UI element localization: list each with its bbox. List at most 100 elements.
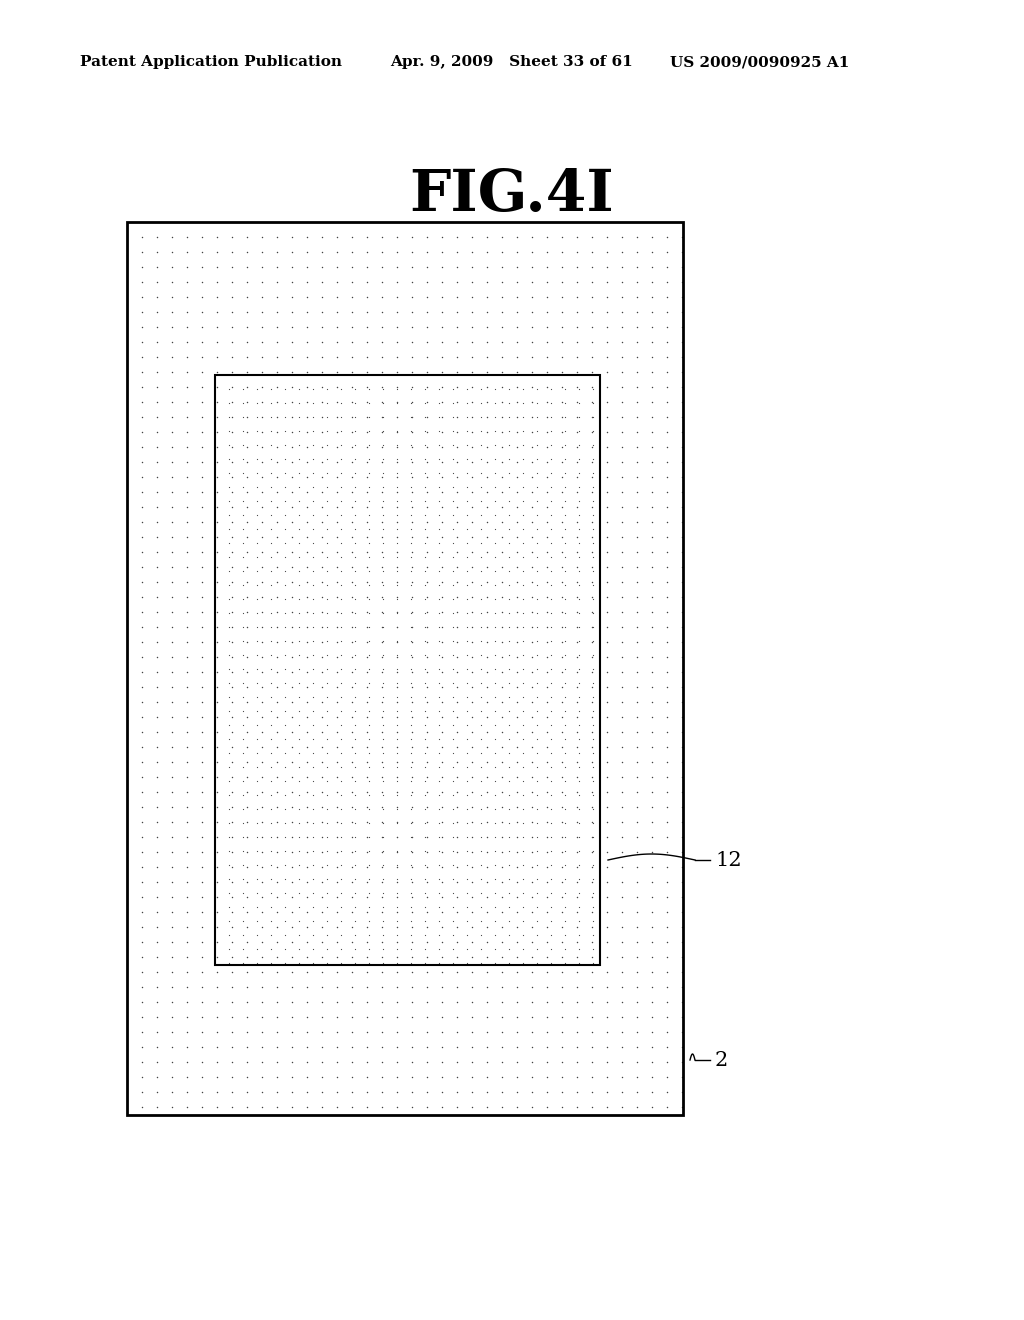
Point — [276, 869, 293, 890]
Point — [374, 421, 390, 442]
Point — [444, 462, 461, 483]
Point — [299, 887, 315, 908]
Point — [674, 1006, 690, 1027]
Point — [239, 301, 255, 322]
Point — [134, 796, 151, 817]
Point — [239, 1022, 255, 1043]
Point — [291, 631, 307, 652]
Point — [459, 784, 475, 805]
Point — [509, 272, 525, 293]
Point — [360, 729, 377, 750]
Point — [674, 301, 690, 322]
Point — [473, 449, 489, 470]
Point — [329, 887, 345, 908]
Point — [134, 572, 151, 593]
Point — [374, 227, 390, 248]
Point — [584, 916, 600, 937]
Point — [389, 482, 406, 503]
Point — [318, 896, 335, 917]
Point — [148, 796, 165, 817]
Point — [568, 286, 585, 308]
Point — [570, 911, 587, 932]
Point — [224, 527, 241, 548]
Point — [584, 511, 600, 532]
Point — [486, 561, 503, 582]
Point — [568, 692, 585, 713]
Point — [599, 541, 615, 562]
Point — [554, 1097, 570, 1118]
Point — [473, 561, 489, 582]
Point — [148, 1052, 165, 1073]
Point — [539, 661, 555, 682]
Point — [344, 722, 360, 743]
Point — [539, 841, 555, 862]
Point — [358, 392, 375, 413]
Point — [344, 541, 360, 562]
Point — [486, 953, 503, 974]
Point — [486, 756, 503, 777]
Point — [234, 546, 251, 568]
Point — [543, 686, 559, 708]
Point — [494, 392, 510, 413]
Point — [134, 317, 151, 338]
Point — [539, 1052, 555, 1073]
Point — [375, 659, 391, 680]
Point — [374, 301, 390, 322]
Point — [557, 434, 573, 455]
Point — [224, 961, 241, 982]
Point — [313, 616, 330, 638]
Point — [313, 602, 330, 623]
Point — [658, 706, 675, 727]
Point — [464, 392, 480, 413]
Point — [291, 896, 307, 917]
Point — [554, 437, 570, 458]
Point — [613, 272, 630, 293]
Point — [515, 519, 531, 540]
Point — [375, 896, 391, 917]
Point — [568, 376, 585, 397]
Point — [299, 227, 315, 248]
Point — [644, 256, 660, 277]
Point — [539, 796, 555, 817]
Point — [539, 301, 555, 322]
Point — [347, 896, 364, 917]
Point — [459, 953, 475, 974]
Point — [644, 946, 660, 968]
Point — [528, 841, 545, 862]
Point — [179, 676, 196, 697]
Point — [402, 659, 419, 680]
Point — [570, 924, 587, 945]
Point — [434, 602, 451, 623]
Point — [570, 379, 587, 400]
Point — [524, 527, 541, 548]
Point — [299, 796, 315, 817]
Point — [389, 511, 406, 532]
Point — [329, 722, 345, 743]
Point — [434, 767, 451, 788]
Point — [179, 737, 196, 758]
Point — [403, 692, 420, 713]
Point — [419, 932, 435, 953]
Point — [568, 737, 585, 758]
Point — [486, 546, 503, 568]
Point — [584, 437, 600, 458]
Point — [234, 574, 251, 595]
Point — [629, 991, 645, 1012]
Point — [164, 977, 180, 998]
Point — [276, 546, 293, 568]
Point — [148, 451, 165, 473]
Point — [194, 392, 210, 413]
Point — [374, 346, 390, 367]
Point — [570, 392, 587, 413]
Point — [239, 496, 255, 517]
Point — [148, 407, 165, 428]
Point — [464, 496, 480, 517]
Point — [464, 737, 480, 758]
Point — [263, 644, 280, 665]
Point — [389, 272, 406, 293]
Point — [249, 714, 265, 735]
Point — [375, 477, 391, 498]
Point — [644, 286, 660, 308]
Point — [554, 841, 570, 862]
Point — [419, 812, 435, 833]
